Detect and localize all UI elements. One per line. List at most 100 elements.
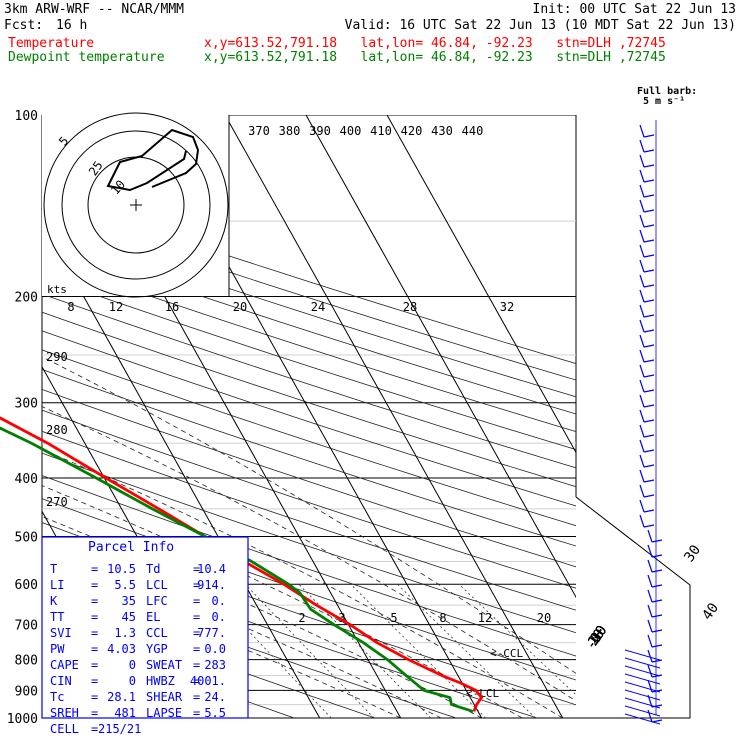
forecast-label: Fcst: <box>4 18 44 33</box>
wind-barb-staff <box>647 529 653 543</box>
wind-barb-flag <box>643 329 655 333</box>
wind-barb-flag <box>643 509 655 513</box>
hodograph-ring-3 <box>43 112 229 298</box>
parcel-equals: = <box>193 594 200 608</box>
wind-barb-low <box>624 713 661 725</box>
wind-barb-flag <box>651 599 663 603</box>
wind-barb-staff <box>647 709 653 723</box>
parcel-equals: = <box>91 690 98 704</box>
dry-adiabat-360 <box>42 389 576 568</box>
dry-adiabat-460 <box>42 208 576 381</box>
hodograph-ring-2 <box>61 130 211 280</box>
parcel-equals: = <box>193 642 200 656</box>
parcel-info-frame <box>41 536 249 719</box>
pressure-label-600: 600 <box>15 578 38 593</box>
theta-label-440: 440 <box>462 124 484 138</box>
temperature-legend: Temperature <box>8 36 95 51</box>
parcel-label-t: T <box>50 562 57 576</box>
dry-adiabat-440 <box>42 241 576 415</box>
theta-label-430: 430 <box>431 124 453 138</box>
mixing-ratio-label-3: 3 <box>338 611 345 625</box>
wind-barb-flag <box>643 374 655 378</box>
pressure-label-100: 100 <box>15 109 38 124</box>
parcel-equals: = <box>193 578 200 592</box>
parcel-equals: = <box>91 674 98 688</box>
parcel-equals: = <box>91 562 98 576</box>
wind-barb-staff <box>639 424 645 438</box>
parcel-label-k: K <box>50 594 58 608</box>
wind-barb-low <box>624 649 661 661</box>
wind-barb-flag <box>643 284 655 288</box>
theta-label-400: 400 <box>340 124 362 138</box>
wind-legend: Full barb:5 m s⁻¹ <box>637 86 697 107</box>
parcel-value-el: 0. <box>212 610 226 624</box>
parcel-label-tc: Tc <box>50 690 64 704</box>
wind-barb-staff <box>647 544 653 558</box>
wind-barb-staff <box>647 619 653 633</box>
wind-barb-low <box>624 673 661 685</box>
parcel-value-sreh: 481 <box>114 706 136 720</box>
dry-adiabat-280 <box>42 572 457 718</box>
wind-barb-staff <box>639 394 645 408</box>
wind-barb-flag <box>643 449 655 453</box>
wind-barb-flag <box>643 134 655 138</box>
hodograph-scale-label-12: 12 <box>109 300 123 314</box>
parcel-value-sweat: 283 <box>204 658 226 672</box>
parcel-label-cin: CIN <box>50 674 72 688</box>
hodograph-scale-label-8: 8 <box>67 300 74 314</box>
mixing-ratio-label-12: 12 <box>478 611 492 625</box>
dewpoint-temperature-profile <box>0 426 474 713</box>
parcel-label-pw: PW <box>50 642 65 656</box>
dry-adiabat-390 <box>42 330 576 507</box>
parcel-label-lapse: LAPSE <box>146 706 182 720</box>
pressure-label-1000: 1000 <box>7 712 38 727</box>
parcel-value-cape: 0 <box>129 658 136 672</box>
dewpoint-legend: Dewpoint temperature <box>8 50 165 65</box>
wind-barb-staff <box>639 364 645 378</box>
parcel-equals: = <box>91 642 98 656</box>
wind-barb-staff <box>639 229 645 243</box>
parcel-label-hwbz: HWBZ <box>146 674 175 688</box>
parcel-equals: = <box>91 594 98 608</box>
wind-barb-staff <box>639 304 645 318</box>
parcel-equals: = <box>193 626 200 640</box>
isotherm-40 <box>386 115 576 454</box>
init-time: Init: 00 UTC Sat 22 Jun 13 <box>532 2 737 17</box>
isotherm-20 <box>224 115 564 718</box>
parcel-label-ccl: CCL <box>146 626 168 640</box>
moist-adiabat-0 <box>42 566 401 718</box>
wind-barb-flag <box>651 539 663 543</box>
wind-barb-staff <box>639 319 645 333</box>
dry-adiabat-470 <box>42 192 576 364</box>
wind-barb-staff <box>639 499 645 513</box>
wind-barb-staff <box>639 214 645 228</box>
wind-barb-flag <box>643 299 655 303</box>
wind-barb-flag <box>651 614 663 618</box>
theta-label-380: 380 <box>279 124 301 138</box>
wind-barb-flag <box>651 674 663 678</box>
wind-barb-flag <box>643 209 655 213</box>
hodograph-scale-label-16: 16 <box>165 300 179 314</box>
wind-legend-title: Full barb: <box>637 86 697 97</box>
wind-barb-staff <box>647 604 653 618</box>
parcel-value-pw: 4.03 <box>107 642 136 656</box>
theta-label-420: 420 <box>401 124 423 138</box>
forecast-hour: 16 h <box>56 18 88 33</box>
parcel-value-shear: 24. <box>204 690 226 704</box>
wind-barb-staff <box>647 634 653 648</box>
ccl-marker: <-CCL <box>490 647 523 660</box>
wind-barb-flag <box>651 659 663 663</box>
wind-barb-flag <box>643 164 655 168</box>
moist-adiabat-15 <box>42 485 523 718</box>
wind-barb-flag <box>643 254 655 258</box>
wind-barb-flag <box>643 179 655 183</box>
parcel-value-cin: 0 <box>129 674 136 688</box>
wind-barb-flag <box>643 269 655 273</box>
wind-barb-flag <box>643 149 655 153</box>
parcel-equals: = <box>91 658 98 672</box>
wind-barb-staff <box>639 259 645 273</box>
wind-barb-staff <box>639 289 645 303</box>
parcel-equals: = <box>91 610 98 624</box>
mixing-ratio-label-8: 8 <box>439 611 446 625</box>
